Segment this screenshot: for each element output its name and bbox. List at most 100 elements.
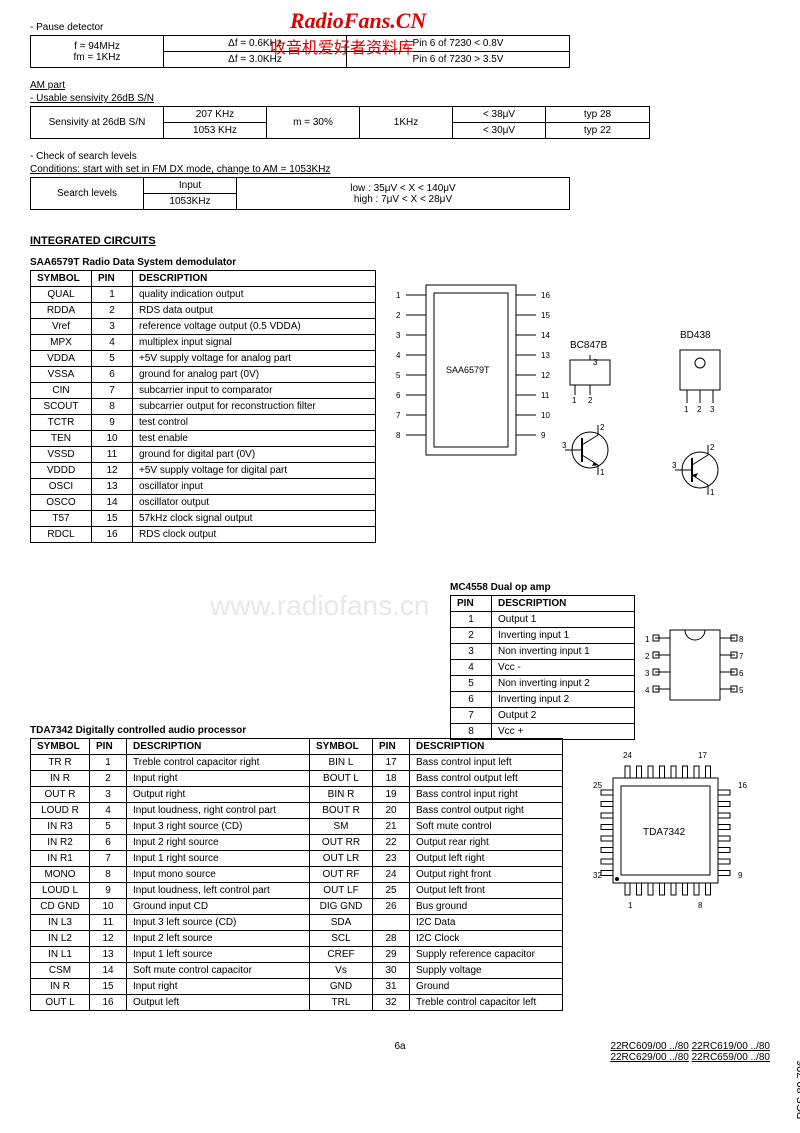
- saa-title: SAA6579T Radio Data System demodulator: [30, 257, 236, 268]
- svg-text:3: 3: [593, 358, 598, 367]
- search-high: high : 7μV < X < 28μV: [354, 194, 452, 205]
- search-title: - Check of search levels: [30, 151, 770, 162]
- svg-text:3: 3: [672, 461, 677, 470]
- bd438-label: BD438: [680, 330, 711, 341]
- svg-text:2: 2: [588, 396, 593, 405]
- svg-text:3: 3: [562, 441, 567, 450]
- table-row: OUT R3Output rightBIN R19Bass control in…: [31, 787, 563, 803]
- search-label: Search levels: [31, 178, 144, 210]
- am-title: AM part: [30, 80, 770, 91]
- svg-text:7: 7: [396, 411, 401, 420]
- table-row: 5Non inverting input 2: [451, 676, 635, 692]
- svg-text:1: 1: [396, 291, 401, 300]
- saa-col-desc: DESCRIPTION: [133, 271, 376, 287]
- pause-f: f = 94MHz: [74, 41, 120, 52]
- svg-text:2: 2: [645, 652, 650, 661]
- model-1: 22RC619/00 ../80: [692, 1041, 770, 1052]
- tda-table: SYMBOLPINDESCRIPTION SYMBOLPINDESCRIPTIO…: [30, 738, 563, 1011]
- svg-text:5: 5: [739, 686, 744, 695]
- table-row: T571557kHz clock signal output: [31, 511, 376, 527]
- svg-text:9: 9: [541, 431, 546, 440]
- am-sens-label: Sensivity at 26dB S/N: [31, 107, 164, 139]
- table-row: 4Vcc -: [451, 660, 635, 676]
- table-row: IN R26Input 2 right sourceOUT RR22Output…: [31, 835, 563, 851]
- svg-text:13: 13: [541, 351, 550, 360]
- table-row: Vref3reference voltage output (0.5 VDDA): [31, 319, 376, 335]
- svg-text:3: 3: [396, 331, 401, 340]
- svg-text:1: 1: [645, 635, 650, 644]
- table-row: MPX4multiplex input signal: [31, 335, 376, 351]
- table-row: TR R1Treble control capacitor rightBIN L…: [31, 755, 563, 771]
- table-row: IN L212Input 2 left sourceSCL28I2C Clock: [31, 931, 563, 947]
- svg-text:1: 1: [628, 901, 633, 910]
- table-row: OSCO14oscillator output: [31, 495, 376, 511]
- pcs-code: PCS 89 796: [795, 1060, 800, 1119]
- table-row: CIN7subcarrier input to comparator: [31, 383, 376, 399]
- table-row: SCOUT8subcarrier output for reconstructi…: [31, 399, 376, 415]
- svg-text:14: 14: [541, 331, 550, 340]
- svg-text:12: 12: [541, 371, 550, 380]
- svg-text:5: 5: [396, 371, 401, 380]
- tda-chip-label: TDA7342: [643, 827, 686, 838]
- svg-text:15: 15: [541, 311, 550, 320]
- ic-header: INTEGRATED CIRCUITS: [30, 235, 770, 247]
- table-row: IN R17Input 1 right sourceOUT LR23Output…: [31, 851, 563, 867]
- watermark-gray: www.radiofans.cn: [210, 590, 429, 622]
- am-f1: 207 KHz: [164, 107, 267, 123]
- mc-chip: 1 2 3 4 8 7 6 5: [645, 620, 745, 710]
- table-row: OSCI13oscillator input: [31, 479, 376, 495]
- tda-col-desc2: DESCRIPTION: [410, 739, 563, 755]
- pnp-symbol: 321: [670, 440, 730, 500]
- am-v1: < 38μV: [453, 107, 546, 123]
- svg-text:9: 9: [738, 871, 743, 880]
- table-row: QUAL1quality indication output: [31, 287, 376, 303]
- pause-fm: fm = 1KHz: [74, 52, 121, 63]
- svg-text:7: 7: [739, 652, 744, 661]
- svg-text:6: 6: [396, 391, 401, 400]
- watermark-chinese: 收音机爱好者资料库: [270, 34, 414, 58]
- bc847b-pkg: 1 2 3: [560, 355, 620, 405]
- table-row: IN R35Input 3 right source (CD)SM21Soft …: [31, 819, 563, 835]
- svg-text:4: 4: [396, 351, 401, 360]
- table-row: IN L113Input 1 left sourceCREF29Supply r…: [31, 947, 563, 963]
- table-row: IN R2Input rightBOUT L18Bass control out…: [31, 771, 563, 787]
- table-row: 8Vcc +: [451, 724, 635, 740]
- table-row: LOUD L9Input loudness, left control part…: [31, 883, 563, 899]
- mc-col-pin: PIN: [451, 596, 492, 612]
- mc-table: PINDESCRIPTION 1Output 12Inverting input…: [450, 595, 635, 740]
- am-m: m = 30%: [267, 107, 360, 139]
- am-t2: typ 22: [546, 123, 650, 139]
- svg-text:6: 6: [739, 669, 744, 678]
- table-row: CSM14Soft mute control capacitorVs30Supp…: [31, 963, 563, 979]
- table-row: VDDA5+5V supply voltage for analog part: [31, 351, 376, 367]
- svg-text:2: 2: [600, 423, 605, 432]
- table-row: LOUD R4Input loudness, right control par…: [31, 803, 563, 819]
- table-row: 7Output 2: [451, 708, 635, 724]
- table-row: 3Non inverting input 1: [451, 644, 635, 660]
- svg-text:11: 11: [541, 391, 550, 400]
- svg-text:16: 16: [541, 291, 550, 300]
- bc847b-label: BC847B: [570, 340, 607, 351]
- table-row: RDCL16RDS clock output: [31, 527, 376, 543]
- tda-col-sym1: SYMBOL: [31, 739, 90, 755]
- saa-col-sym: SYMBOL: [31, 271, 92, 287]
- search-input: Input: [144, 178, 237, 194]
- search-low: low : 35μV < X < 140μV: [350, 183, 455, 194]
- table-row: TCTR9test control: [31, 415, 376, 431]
- svg-text:25: 25: [593, 781, 602, 790]
- svg-text:8: 8: [396, 431, 401, 440]
- watermark-site: RadioFans.CN: [290, 8, 426, 34]
- svg-text:1: 1: [572, 396, 577, 405]
- mc-title: MC4558 Dual op amp: [450, 582, 551, 593]
- table-row: RDDA2RDS data output: [31, 303, 376, 319]
- svg-text:16: 16: [738, 781, 747, 790]
- tda-col-pin1: PIN: [90, 739, 127, 755]
- npn-symbol: 321: [560, 420, 620, 480]
- table-row: 1Output 1: [451, 612, 635, 628]
- table-row: MONO8Input mono sourceOUT RF24Output rig…: [31, 867, 563, 883]
- am-v2: < 30μV: [453, 123, 546, 139]
- tda-col-sym2: SYMBOL: [310, 739, 373, 755]
- tda-col-pin2: PIN: [373, 739, 410, 755]
- tda-chip: TDA7342 18 916 1724 2532: [573, 738, 758, 923]
- svg-text:8: 8: [739, 635, 744, 644]
